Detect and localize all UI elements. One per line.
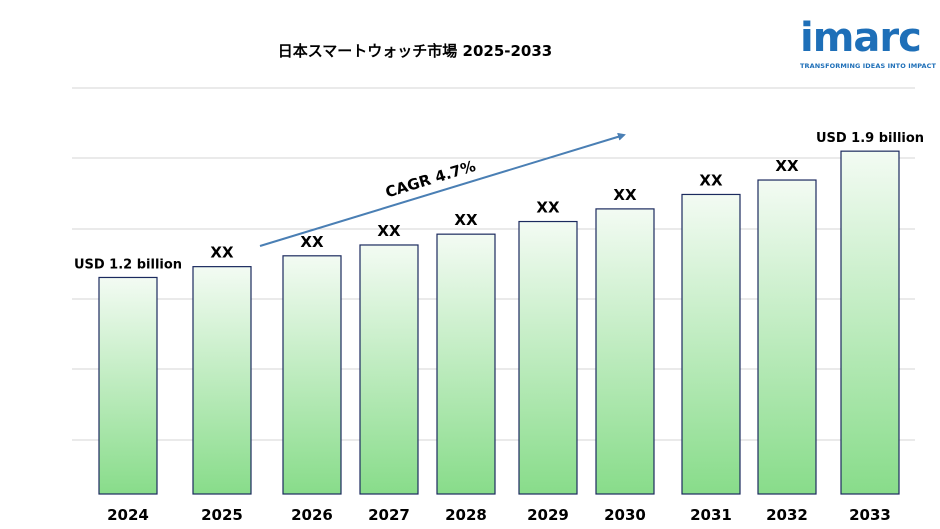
bar-value-label: XX: [613, 186, 637, 204]
bar-value-label: XX: [377, 222, 401, 240]
x-tick-label: 2032: [766, 506, 808, 524]
bar-2030: [595, 208, 655, 495]
bar-2024: [98, 276, 158, 495]
bar-value-label: XX: [699, 171, 723, 189]
bar-2033: [840, 150, 900, 495]
x-tick-label: 2026: [291, 506, 333, 524]
bar-value-label: USD 1.2 billion: [74, 257, 182, 272]
bar-value-label: USD 1.9 billion: [816, 131, 924, 146]
bar-value-label: XX: [454, 211, 478, 229]
bar-value-label: XX: [300, 233, 324, 251]
x-tick-label: 2033: [849, 506, 891, 524]
bar-2031: [681, 193, 741, 495]
bar-value-label: XX: [536, 199, 560, 217]
cagr-arrow: [259, 132, 626, 247]
x-tick-label: 2029: [527, 506, 569, 524]
bar-value-label: XX: [775, 157, 799, 175]
bars: [98, 150, 900, 495]
bar-labels: USD 1.2 billion XX XX XX XX XX XX XX XX USD 1.9 b…: [74, 131, 924, 272]
bar-value-label: XX: [210, 244, 234, 262]
bar-2029: [518, 220, 578, 495]
bar-2027: [359, 244, 419, 495]
bar-2025: [192, 266, 252, 495]
logo-wordmark: imarc: [800, 15, 922, 61]
x-tick-label: 2027: [368, 506, 410, 524]
x-tick-label: 2031: [690, 506, 732, 524]
x-tick-label: 2030: [604, 506, 646, 524]
bar-2028: [436, 233, 496, 495]
bar-2026: [282, 255, 342, 495]
x-tick-label: 2024: [107, 506, 149, 524]
logo-tagline: TRANSFORMING IDEAS INTO IMPACT: [800, 62, 937, 70]
bar-2032: [757, 179, 817, 495]
chart-title: 日本スマートウォッチ市場 2025-2033: [277, 42, 553, 60]
x-tick-labels: 2024 2025 2026 2027 2028 2029 2030 2031 2032 2033: [107, 506, 891, 524]
x-tick-label: 2025: [201, 506, 243, 524]
x-tick-label: 2028: [445, 506, 487, 524]
imarc-logo: imarc TRANSFORMING IDEAS INTO IMPACT: [800, 12, 937, 72]
